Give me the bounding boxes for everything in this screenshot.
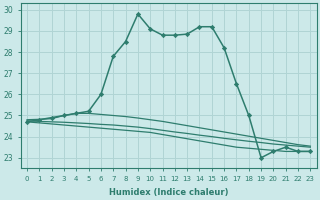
X-axis label: Humidex (Indice chaleur): Humidex (Indice chaleur) — [109, 188, 228, 197]
